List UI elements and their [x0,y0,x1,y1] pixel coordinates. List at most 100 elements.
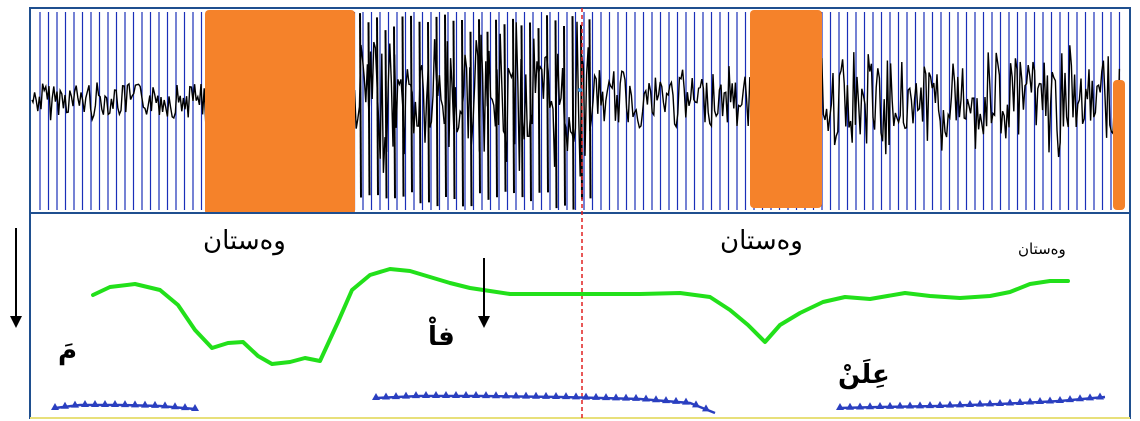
waveform-peak [554,20,558,209]
intensity-marker [532,391,540,399]
cursor-marker [578,88,582,92]
intensity-marker [412,391,420,399]
waveform-trace [31,13,1121,210]
waveform-peak [520,25,524,198]
intensity-marker [101,400,109,407]
waveform-peak [503,24,507,192]
intensity-marker [542,391,550,399]
intensity-marker [492,391,500,399]
intensity-marker [151,400,159,408]
intensity-marker [372,393,380,400]
intensity-marker [191,404,199,411]
intensity-marker [876,402,884,409]
intensity-marker [642,394,650,402]
intensity-marker [672,396,680,404]
waveform-peak [444,14,447,198]
intensity-marker [896,401,904,409]
intensity-marker [946,400,954,408]
intensity-marker [886,401,894,409]
intensity-marker [432,391,440,398]
intensity-marker [51,403,59,410]
syllable-mark: مَ [58,336,78,366]
waveform-peak [359,13,362,198]
intensity-marker [161,401,169,409]
intensity-marker [1036,397,1044,404]
intensity-marker [602,393,610,401]
intensity-marker [502,391,510,399]
word-label: وەستان [203,226,286,256]
intensity-marker [836,403,844,410]
intensity-marker [61,401,69,409]
waveform-peak [546,15,549,193]
waveform-peak [563,26,566,206]
intensity-marker [572,392,580,400]
intensity-marker [846,402,854,410]
intensity-marker [382,392,390,400]
intensity-marker [976,399,984,407]
waveform-peak [571,16,575,210]
intensity-marker [111,400,119,407]
intensity-marker [171,402,179,410]
intensity-marker [866,402,874,410]
waveform-peak [401,16,405,197]
intensity-line [375,394,716,415]
intensity-marker [402,391,410,399]
intensity-marker [482,391,490,399]
waveform-peak [537,28,541,193]
intensity-marker [181,403,189,411]
waveform-peak [435,16,439,207]
intensity-marker [1016,398,1024,405]
intensity-marker [702,404,710,412]
intensity-marker [1046,396,1054,404]
intensity-marker [996,399,1004,406]
intensity-marker [422,391,430,398]
pitch-pane[interactable] [29,212,1131,419]
intensity-marker [1066,395,1074,403]
intensity-marker [916,401,924,409]
intensity-marker [562,392,570,400]
waveform-peak [478,19,481,194]
intensity-line [54,403,196,411]
intensity-contours [51,391,1106,415]
waveform-peak [418,21,422,204]
redaction-blocks [205,10,1125,215]
intensity-marker [856,402,864,410]
intensity-marker [936,401,944,408]
intensity-marker [121,400,129,408]
intensity-marker [632,393,640,401]
waveform-peak [367,22,371,196]
intensity-marker [1056,396,1064,403]
intensity-marker [552,391,560,399]
waveform-peak [384,30,388,199]
intensity-marker [1026,397,1034,405]
intensity-marker [442,391,450,398]
waveform-peak [512,18,515,194]
intensity-marker [1076,394,1084,402]
intensity-marker [131,400,139,408]
word-label: وەستان [1018,240,1066,258]
intensity-marker [81,400,89,407]
waveform-peak [410,15,413,193]
waveform-peak [452,20,456,199]
syllable-mark: فاْ [428,322,455,352]
intensity-marker [472,391,480,398]
waveform-peak [529,22,532,202]
intensity-marker [682,397,690,405]
pitch-contour [91,267,1070,366]
redaction-block [1113,80,1125,210]
waveform-pane[interactable] [29,7,1131,214]
intensity-marker [662,396,670,404]
intensity-marker [926,401,934,409]
waveform-peak [469,31,473,207]
intensity-marker [592,392,600,400]
intensity-marker [452,391,460,398]
intensity-marker [622,393,630,401]
intensity-marker [141,400,149,408]
waveform-peak [393,26,396,199]
waveform-peak [486,31,490,200]
intensity-marker [956,400,964,408]
down-arrow-icon [478,258,490,328]
intensity-marker [91,400,99,407]
syllable-mark: عِلَنْ [838,360,890,390]
